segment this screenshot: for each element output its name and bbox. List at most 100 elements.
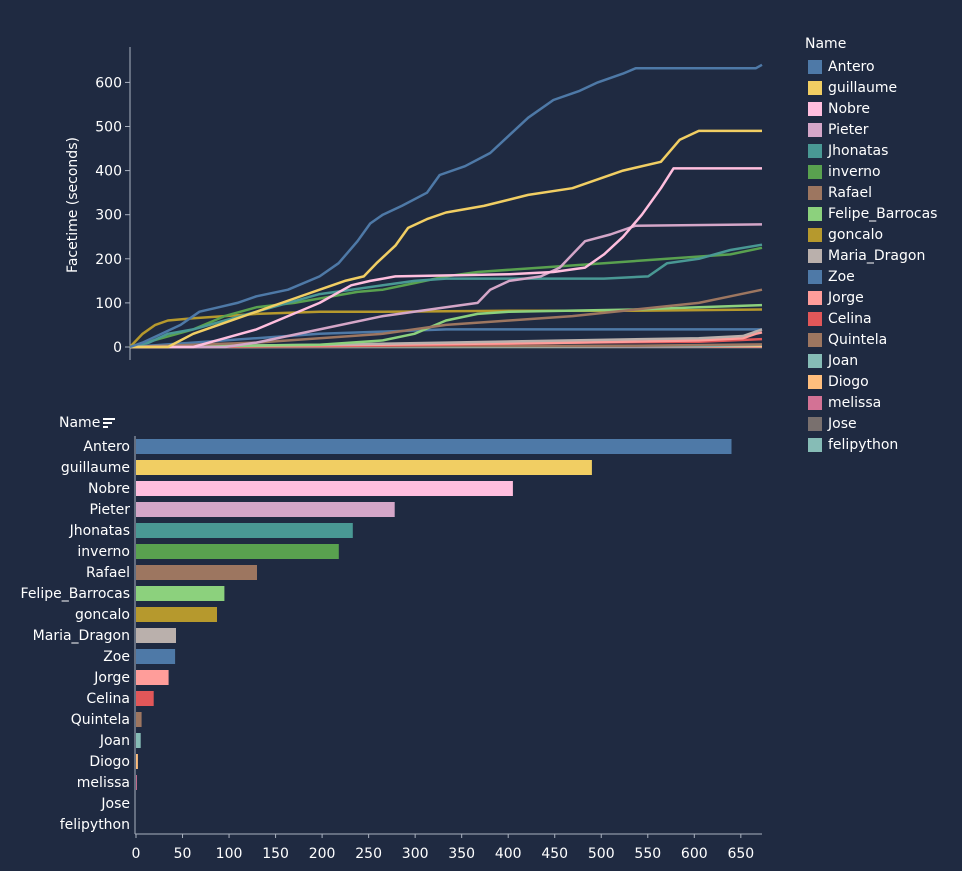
bar-joan[interactable] bbox=[136, 733, 141, 748]
legend-items: Antero guillaume Nobre Pieter Jhonatas invern… bbox=[805, 56, 960, 455]
bar-category-label: Joan bbox=[99, 733, 130, 749]
legend-swatch bbox=[808, 395, 822, 410]
bar-pieter[interactable] bbox=[136, 502, 395, 517]
legend-item-felipython[interactable]: felipython bbox=[805, 434, 960, 455]
bar-category-label: felipython bbox=[60, 817, 130, 833]
legend-swatch bbox=[808, 227, 822, 242]
legend-label: Maria_Dragon bbox=[828, 247, 926, 264]
legend-label: Felipe_Barrocas bbox=[828, 205, 938, 222]
legend-label: Joan bbox=[828, 352, 859, 369]
legend-label: Nobre bbox=[828, 100, 870, 117]
bar-nobre[interactable] bbox=[136, 481, 513, 496]
bar-category-label: Jose bbox=[100, 796, 130, 812]
bar-category-label: Diogo bbox=[89, 754, 130, 770]
sort-icon[interactable] bbox=[103, 417, 116, 429]
bar-jorge[interactable] bbox=[136, 670, 169, 685]
legend-item-jorge[interactable]: Jorge bbox=[805, 287, 960, 308]
bar-jhonatas[interactable] bbox=[136, 523, 353, 538]
bar-zoe[interactable] bbox=[136, 649, 176, 664]
bar-guillaume[interactable] bbox=[136, 460, 592, 475]
legend-item-rafael[interactable]: Rafael bbox=[805, 182, 960, 203]
bar-x-tick-label: 400 bbox=[495, 846, 522, 862]
bar-rafael[interactable] bbox=[136, 565, 257, 580]
bar-diogo[interactable] bbox=[136, 754, 138, 769]
line-y-tick-label: 200 bbox=[95, 252, 122, 268]
line-chart: 0 100 200 300 400 500 600 Facetime (seconds) bbox=[65, 47, 763, 360]
series-line-zoe[interactable] bbox=[129, 328, 762, 349]
bar-category-label: Pieter bbox=[90, 502, 131, 518]
legend-swatch bbox=[808, 248, 822, 263]
bar-x-tick-label: 300 bbox=[402, 846, 429, 862]
bar-category-label: Quintela bbox=[71, 712, 130, 728]
bar-quintela[interactable] bbox=[136, 712, 142, 727]
bar-felipe-barrocas[interactable] bbox=[136, 586, 225, 601]
line-y-tick-label: 100 bbox=[95, 296, 122, 312]
series-line-pieter[interactable] bbox=[130, 223, 763, 349]
series-line-inverno[interactable] bbox=[129, 246, 763, 349]
bar-melissa[interactable] bbox=[136, 775, 137, 790]
bar-x-tick-label: 600 bbox=[681, 846, 708, 862]
bar-category-label: goncalo bbox=[75, 607, 130, 623]
bar-category-label: guillaume bbox=[61, 460, 130, 476]
bar-chart: Antero guillaume Nobre Pieter Jhonatas invern… bbox=[21, 436, 762, 862]
legend-label: Jose bbox=[828, 415, 857, 432]
legend-label: Zoe bbox=[828, 268, 855, 285]
bar-category-label: Antero bbox=[83, 439, 130, 455]
bar-category-label: Jhonatas bbox=[69, 523, 130, 539]
legend-item-zoe[interactable]: Zoe bbox=[805, 266, 960, 287]
legend-item-joan[interactable]: Joan bbox=[805, 350, 960, 371]
bar-category-label: Rafael bbox=[86, 565, 130, 581]
legend-item-felipe-barrocas[interactable]: Felipe_Barrocas bbox=[805, 203, 960, 224]
bar-x-tick-label: 250 bbox=[355, 846, 382, 862]
legend-label: Pieter bbox=[828, 121, 869, 138]
legend-label: Jhonatas bbox=[828, 142, 889, 159]
legend-item-goncalo[interactable]: goncalo bbox=[805, 224, 960, 245]
bar-inverno[interactable] bbox=[136, 544, 339, 559]
legend-item-maria-dragon[interactable]: Maria_Dragon bbox=[805, 245, 960, 266]
legend-label: Diogo bbox=[828, 373, 869, 390]
bar-category-label: Maria_Dragon bbox=[33, 628, 130, 644]
legend-item-jose[interactable]: Jose bbox=[805, 413, 960, 434]
legend-label: guillaume bbox=[828, 79, 898, 96]
series-line-antero[interactable] bbox=[129, 63, 763, 349]
color-legend: Name Antero guillaume Nobre Pieter Jhonatas i… bbox=[805, 34, 960, 455]
legend-swatch bbox=[808, 374, 822, 389]
legend-swatch bbox=[808, 311, 822, 326]
legend-swatch bbox=[808, 206, 822, 221]
legend-item-guillaume[interactable]: guillaume bbox=[805, 77, 960, 98]
legend-item-celina[interactable]: Celina bbox=[805, 308, 960, 329]
series-line-jhonatas[interactable] bbox=[129, 243, 763, 349]
series-line-rafael[interactable] bbox=[129, 288, 763, 349]
series-line-felipe-barrocas[interactable] bbox=[129, 303, 763, 349]
legend-label: Quintela bbox=[828, 331, 888, 348]
legend-swatch bbox=[808, 164, 822, 179]
legend-swatch bbox=[808, 290, 822, 305]
bar-x-tick-label: 100 bbox=[216, 846, 243, 862]
legend-item-inverno[interactable]: inverno bbox=[805, 161, 960, 182]
legend-swatch bbox=[808, 353, 822, 368]
legend-label: inverno bbox=[828, 163, 881, 180]
legend-item-pieter[interactable]: Pieter bbox=[805, 119, 960, 140]
legend-item-melissa[interactable]: melissa bbox=[805, 392, 960, 413]
legend-swatch bbox=[808, 185, 822, 200]
bar-antero[interactable] bbox=[136, 439, 732, 454]
legend-item-nobre[interactable]: Nobre bbox=[805, 98, 960, 119]
legend-label: melissa bbox=[828, 394, 882, 411]
legend-swatch bbox=[808, 332, 822, 347]
series-line-nobre[interactable] bbox=[130, 167, 762, 349]
legend-item-antero[interactable]: Antero bbox=[805, 56, 960, 77]
legend-swatch bbox=[808, 122, 822, 137]
series-line-guillaume[interactable] bbox=[130, 129, 762, 349]
legend-item-quintela[interactable]: Quintela bbox=[805, 329, 960, 350]
legend-item-jhonatas[interactable]: Jhonatas bbox=[805, 140, 960, 161]
bar-maria-dragon[interactable] bbox=[136, 628, 176, 643]
legend-item-diogo[interactable]: Diogo bbox=[805, 371, 960, 392]
bar-celina[interactable] bbox=[136, 691, 154, 706]
line-y-tick-label: 500 bbox=[95, 120, 122, 136]
legend-label: Jorge bbox=[828, 289, 864, 306]
bar-category-label: Nobre bbox=[88, 481, 130, 497]
bar-goncalo[interactable] bbox=[136, 607, 217, 622]
bar-category-label: Celina bbox=[86, 691, 130, 707]
bar-axis-header[interactable]: Name bbox=[59, 415, 116, 431]
